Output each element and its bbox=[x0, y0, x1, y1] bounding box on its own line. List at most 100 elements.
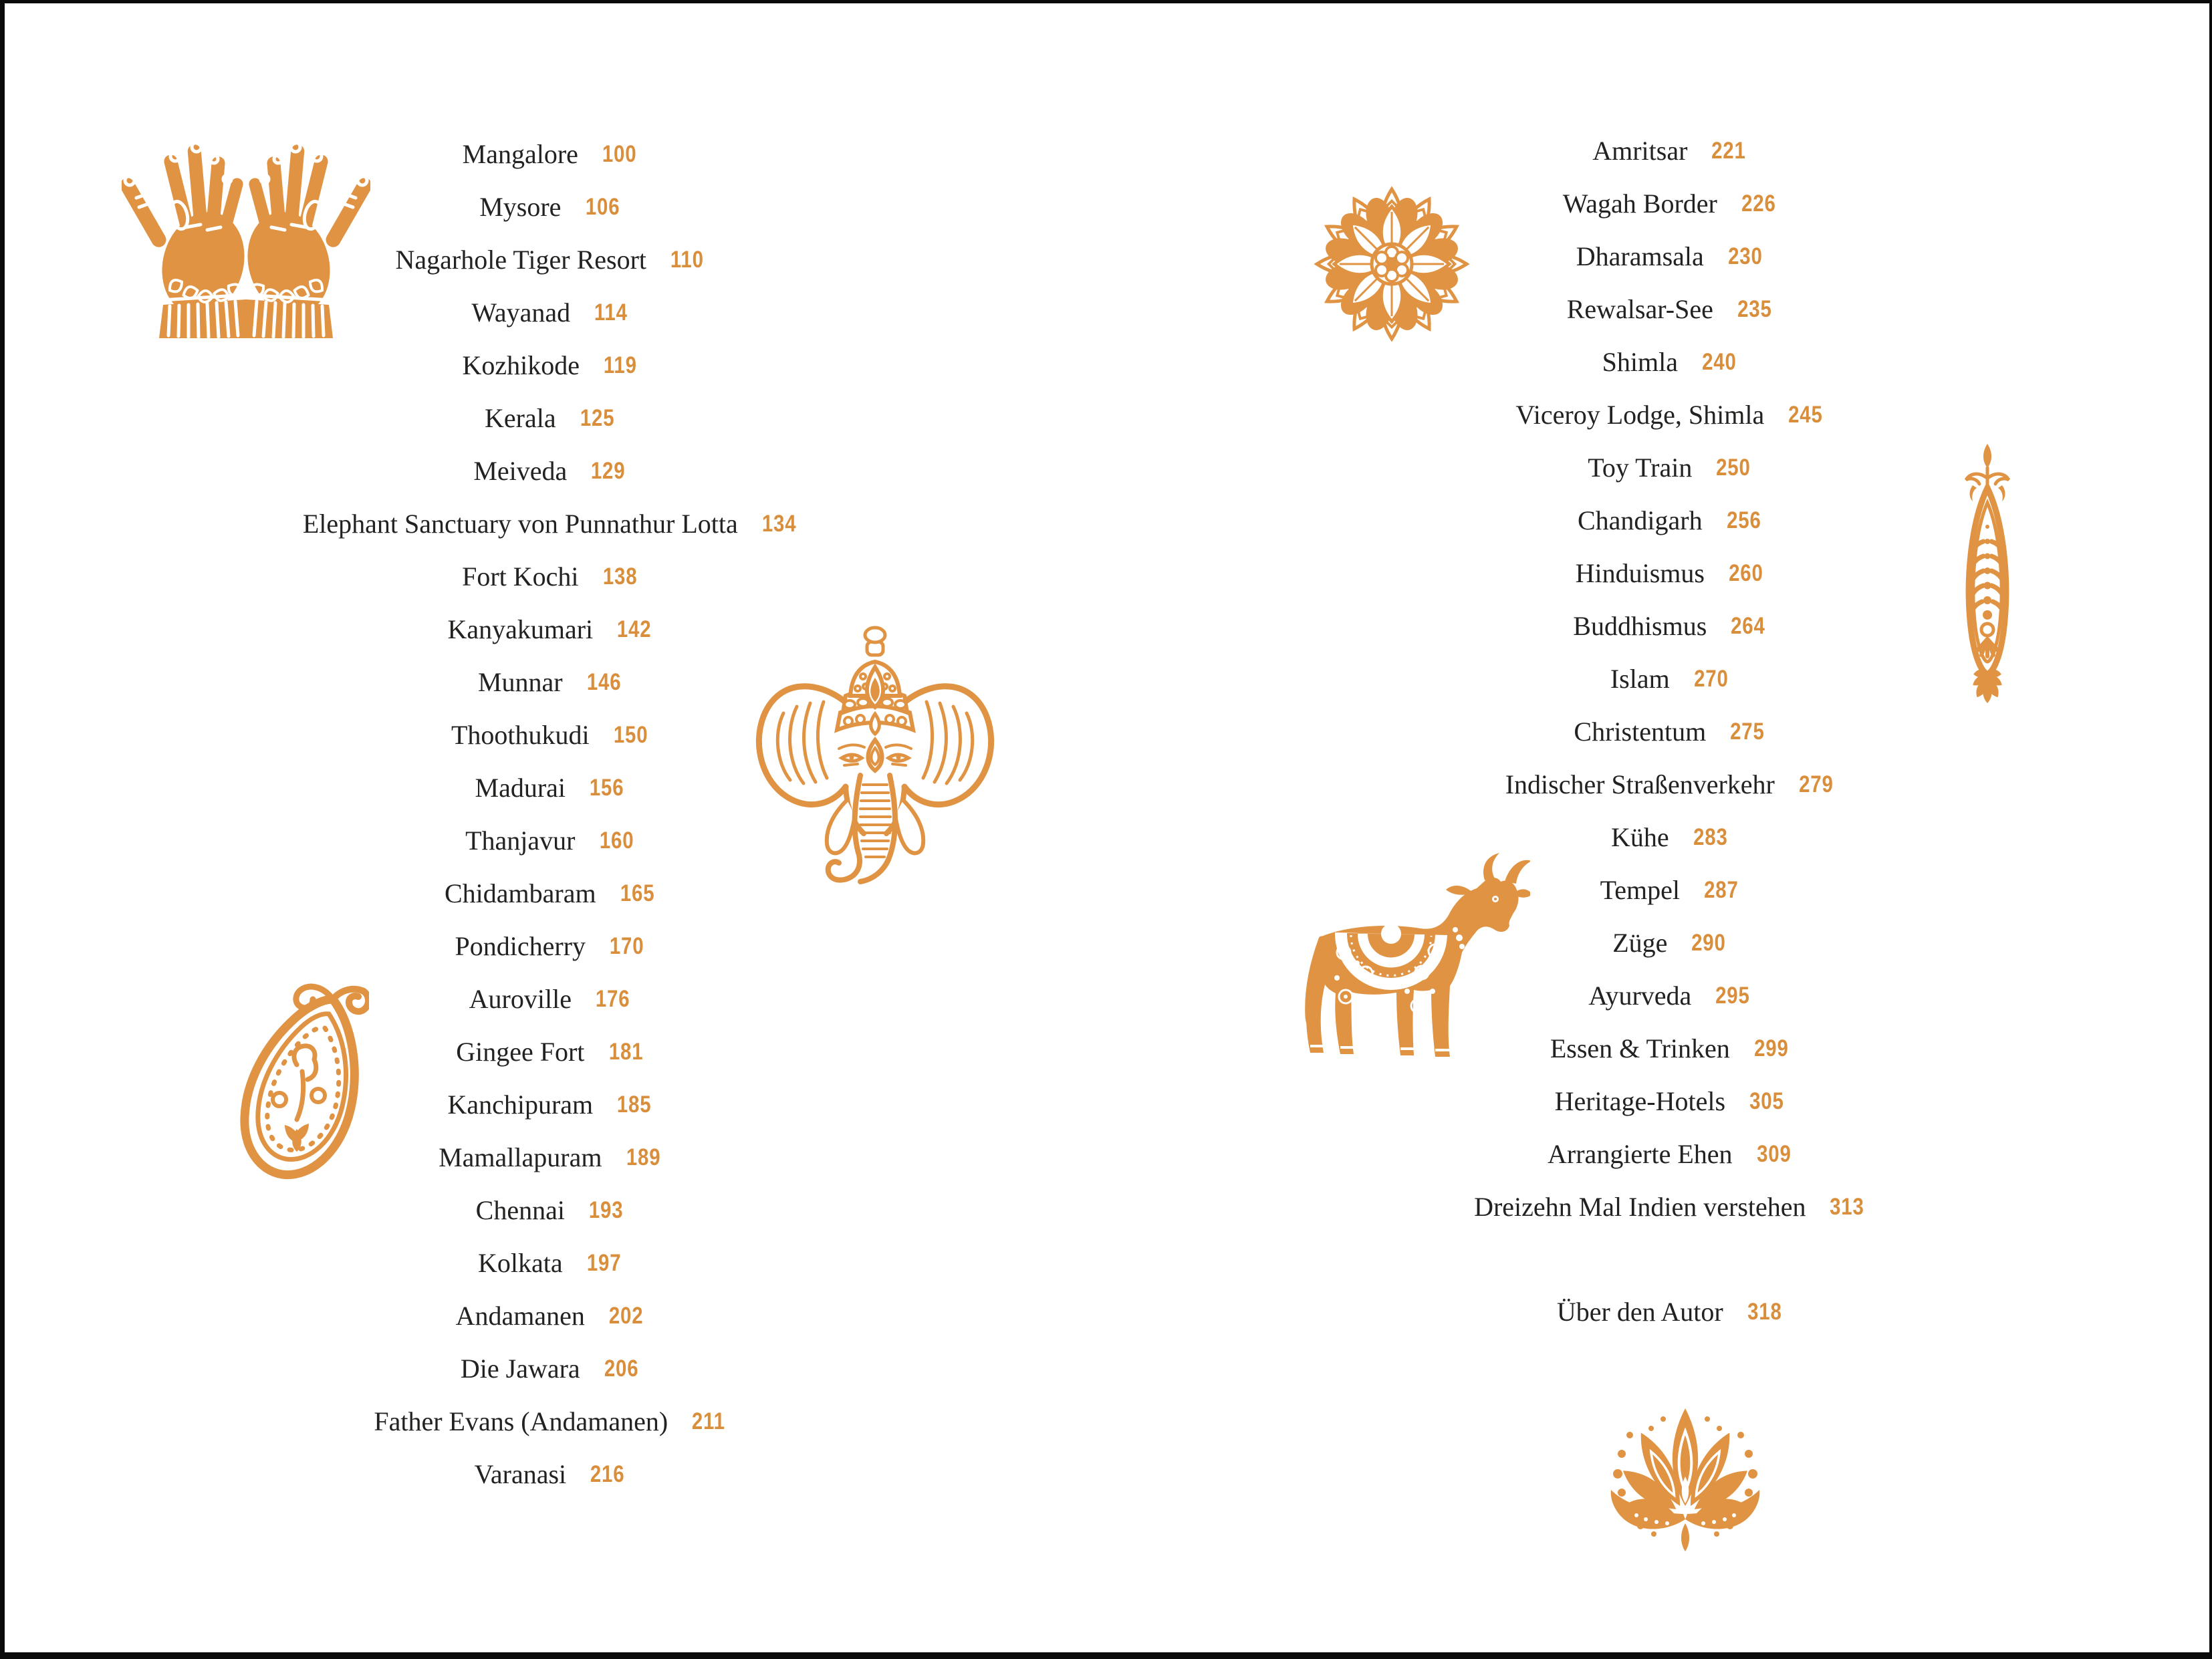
toc-entry-row: Kozhikode 119 bbox=[463, 339, 644, 392]
toc-entry-label: Nagarhole Tiger Resort bbox=[395, 245, 647, 275]
toc-entry-page-number: 216 bbox=[590, 1460, 625, 1487]
toc-entry-label: Amritsar bbox=[1592, 136, 1688, 166]
toc-entry-page-number: 202 bbox=[608, 1302, 644, 1329]
toc-entry-page-number: 235 bbox=[1737, 295, 1772, 322]
toc-entry-label: Rewalsar-See bbox=[1566, 294, 1713, 324]
toc-entry-row: Buddhismus 264 bbox=[1573, 600, 1771, 652]
toc-entry-label: Buddhismus bbox=[1573, 611, 1707, 641]
mandala-icon bbox=[1308, 182, 1475, 346]
toc-entry-row: Die Jawara 206 bbox=[461, 1342, 645, 1395]
toc-entry-label: Thanjavur bbox=[465, 825, 576, 856]
toc-entry-page-number: 100 bbox=[602, 140, 637, 167]
toc-entry-row: Rewalsar-See 235 bbox=[1567, 283, 1779, 336]
toc-entry-page-number: 318 bbox=[1747, 1298, 1782, 1325]
toc-entry-row: Wagah Border 226 bbox=[1563, 177, 1783, 230]
toc-entry-page-number: 230 bbox=[1727, 243, 1763, 269]
toc-entry-page-number: 245 bbox=[1788, 401, 1823, 428]
toc-entry-page-number: 270 bbox=[1693, 665, 1729, 692]
toc-entry-label: Kanchipuram bbox=[447, 1090, 594, 1120]
toc-entry-row: Toy Train 250 bbox=[1588, 441, 1757, 494]
toc-entry-page-number: 125 bbox=[580, 404, 615, 431]
toc-entry-row: Elephant Sanctuary von Punnathur Lotta 1… bbox=[303, 497, 803, 550]
toc-entry-page-number: 138 bbox=[602, 563, 638, 590]
toc-entry-page-number: 160 bbox=[599, 827, 634, 854]
toc-entry-page-number: 211 bbox=[692, 1408, 726, 1434]
toc-entry-page-number: 165 bbox=[620, 880, 655, 906]
toc-entry-label: Mamallapuram bbox=[439, 1142, 602, 1172]
toc-entry-row: Mangalore 100 bbox=[463, 128, 644, 180]
toc-entry-row: Varanasi 216 bbox=[474, 1448, 631, 1501]
paisley-icon bbox=[240, 983, 369, 1180]
toc-entry-page-number: 279 bbox=[1798, 771, 1834, 797]
toc-entry-label: Islam bbox=[1610, 664, 1670, 694]
toc-entry-row: Kanchipuram 185 bbox=[447, 1078, 658, 1131]
teardrop-ornament-icon bbox=[1964, 444, 2025, 703]
toc-entry-label: Thoothukudi bbox=[451, 720, 590, 750]
toc-entry-label: Mangalore bbox=[462, 139, 578, 169]
toc-entry-label: Dreizehn Mal Indien verstehen bbox=[1474, 1192, 1806, 1222]
toc-entry-row: Chandigarh 256 bbox=[1578, 494, 1767, 547]
toc-entry-label: Elephant Sanctuary von Punnathur Lotta bbox=[302, 509, 738, 539]
toc-entry-row: Dreizehn Mal Indien verstehen 313 bbox=[1474, 1180, 1871, 1233]
toc-entry-label: Toy Train bbox=[1588, 453, 1693, 483]
toc-entry-page-number: 146 bbox=[586, 668, 622, 695]
toc-entry-page-number: 106 bbox=[585, 193, 620, 220]
toc-entry-label: Über den Autor bbox=[1556, 1297, 1723, 1327]
toc-entry-label: Kozhikode bbox=[462, 350, 580, 380]
toc-entry-page-number: 156 bbox=[590, 774, 624, 801]
toc-entry-page-number: 309 bbox=[1756, 1140, 1792, 1167]
toc-entry-label: Essen & Trinken bbox=[1550, 1033, 1730, 1063]
toc-left-column: Mangalore 100 Mysore 106 Nagarhole Tiger… bbox=[303, 128, 803, 1501]
toc-entry-page-number: 189 bbox=[626, 1144, 661, 1170]
toc-entry-row: Shimla 240 bbox=[1602, 336, 1743, 388]
toc-entry-row: Über den Autor 318 bbox=[1557, 1285, 1788, 1338]
toc-entry-row: Meiveda 129 bbox=[473, 444, 632, 497]
toc-entry-row: Gingee Fort 181 bbox=[456, 1025, 650, 1078]
toc-entry-page-number: 150 bbox=[613, 721, 648, 748]
toc-entry-page-number: 299 bbox=[1753, 1035, 1789, 1061]
toc-entry-label: Varanasi bbox=[474, 1459, 567, 1489]
toc-entry-row: Amritsar 221 bbox=[1592, 124, 1753, 177]
toc-entry-label: Wayanad bbox=[471, 297, 571, 328]
toc-entry-row: Dharamsala 230 bbox=[1576, 230, 1769, 283]
toc-entry-page-number: 250 bbox=[1716, 454, 1751, 481]
toc-entry-row: Thanjavur 160 bbox=[465, 814, 640, 867]
ganesha-icon bbox=[755, 626, 1003, 884]
toc-entry-page-number: 275 bbox=[1730, 718, 1765, 745]
toc-entry-label: Mysore bbox=[479, 192, 562, 222]
toc-entry-label: Chandigarh bbox=[1577, 505, 1703, 535]
toc-entry-label: Chennai bbox=[475, 1195, 565, 1225]
toc-entry-row: Mysore 106 bbox=[479, 180, 626, 233]
holy-cow-icon bbox=[1305, 853, 1530, 1057]
toc-entry-row: Chidambaram 165 bbox=[445, 867, 661, 920]
toc-entry-page-number: 313 bbox=[1830, 1193, 1865, 1220]
toc-entry-page-number: 226 bbox=[1741, 190, 1776, 217]
toc-entry-page-number: 283 bbox=[1693, 823, 1728, 850]
toc-entry-label: Arrangierte Ehen bbox=[1548, 1139, 1733, 1169]
toc-entry-row: Christentum 275 bbox=[1574, 705, 1771, 758]
toc-entry-page-number: 206 bbox=[604, 1355, 639, 1382]
toc-entry-page-number: 134 bbox=[761, 510, 797, 537]
toc-entry-page-number: 110 bbox=[670, 246, 704, 273]
toc-entry-row: Chennai 193 bbox=[476, 1184, 630, 1237]
toc-entry-row: Heritage-Hotels 305 bbox=[1555, 1075, 1791, 1128]
toc-entry-page-number: 185 bbox=[617, 1091, 652, 1118]
toc-entry-label: Pondicherry bbox=[455, 931, 586, 961]
toc-right-entries: Amritsar 221 Wagah Border 226 Dharamsala… bbox=[1474, 124, 1871, 1233]
toc-entry-label: Kolkata bbox=[477, 1248, 563, 1278]
toc-entry-page-number: 264 bbox=[1731, 612, 1765, 639]
toc-entry-row: Ayurveda 295 bbox=[1588, 969, 1756, 1022]
toc-entry-page-number: 305 bbox=[1749, 1088, 1784, 1114]
toc-entry-page-number: 142 bbox=[617, 616, 652, 642]
toc-entry-page-number: 114 bbox=[594, 299, 628, 326]
toc-entry-row: Madurai 156 bbox=[475, 761, 631, 814]
toc-entry-row: Züge 290 bbox=[1612, 916, 1733, 969]
toc-entry-label: Madurai bbox=[475, 773, 566, 803]
toc-entry-page-number: 197 bbox=[586, 1249, 622, 1276]
toc-entry-row: Kolkata 197 bbox=[478, 1237, 628, 1289]
toc-entry-label: Shimla bbox=[1602, 347, 1678, 377]
toc-entry-row: Indischer Straßenverkehr 279 bbox=[1505, 758, 1840, 811]
toc-entry-row: Viceroy Lodge, Shimla 245 bbox=[1515, 388, 1829, 441]
toc-entry-page-number: 221 bbox=[1711, 137, 1746, 164]
toc-entry-label: Gingee Fort bbox=[456, 1037, 585, 1067]
